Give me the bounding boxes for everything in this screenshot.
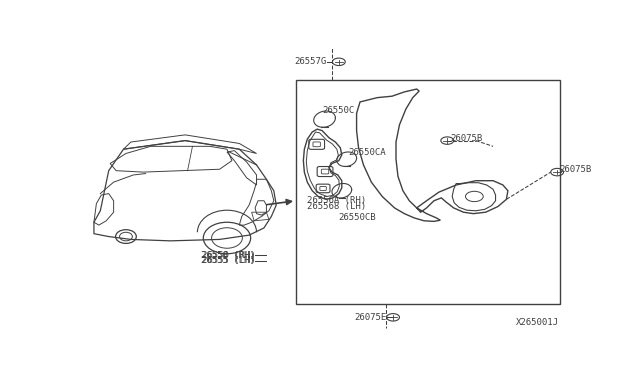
Text: 26075B: 26075B [559,165,592,174]
Text: 26075B: 26075B [450,134,483,143]
Text: 26550C: 26550C [322,106,355,115]
Text: 26555 (LH): 26555 (LH) [202,256,256,265]
Text: 26555 (LH): 26555 (LH) [202,256,255,265]
Text: X265001J: X265001J [516,318,559,327]
Text: 26550 (RH): 26550 (RH) [202,251,256,260]
Text: 26557G: 26557G [294,57,326,66]
Text: 26550CA: 26550CA [349,148,387,157]
Text: 265568 (LH): 265568 (LH) [307,202,367,211]
Text: 26075E: 26075E [354,313,386,322]
Text: 26556A (RH): 26556A (RH) [307,196,367,205]
Text: 26550 (RH): 26550 (RH) [202,251,255,260]
Bar [296,80,559,304]
Text: 26550CB: 26550CB [338,214,376,222]
